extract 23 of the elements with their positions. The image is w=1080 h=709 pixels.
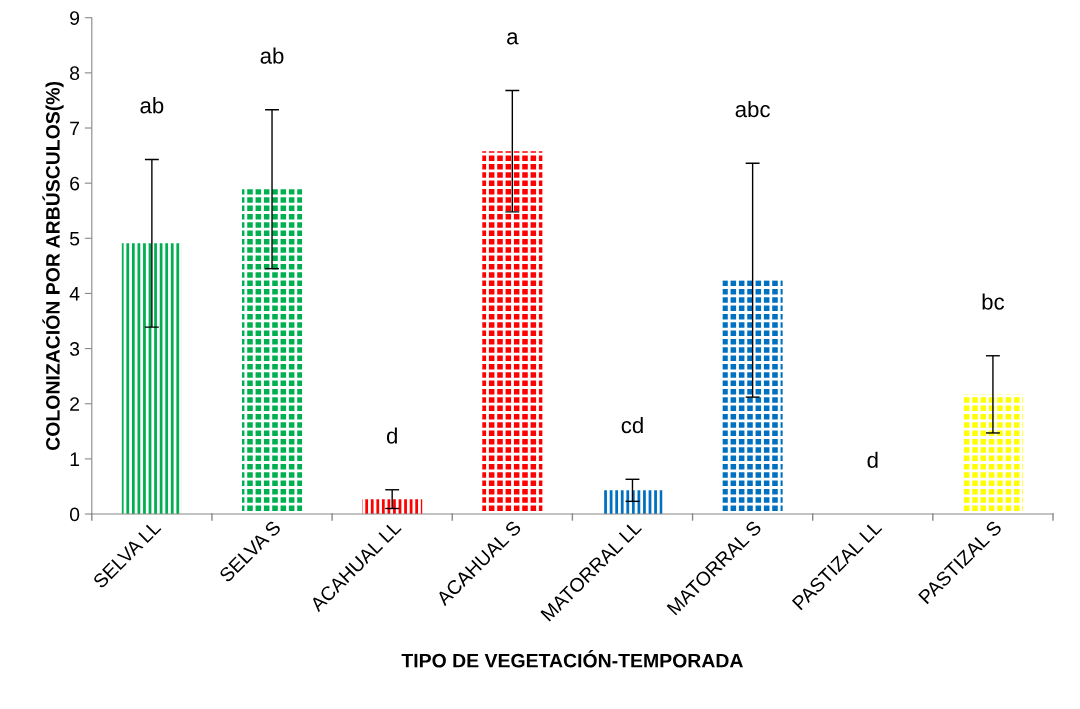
y-tick-label: 8 bbox=[70, 66, 80, 81]
y-tick-label: 3 bbox=[69, 342, 80, 356]
bar bbox=[602, 490, 663, 515]
y-tick-label: 6 bbox=[70, 176, 80, 191]
annotation: bc bbox=[982, 293, 1005, 310]
y-tick-label: 1 bbox=[70, 452, 80, 466]
bar bbox=[121, 243, 182, 515]
annotation: abc bbox=[735, 100, 770, 118]
y-tick-label: 5 bbox=[69, 231, 80, 246]
annotation: ab bbox=[260, 47, 284, 64]
bar bbox=[362, 499, 423, 515]
annotation: d bbox=[867, 451, 878, 468]
y-tick-label: 0 bbox=[69, 507, 80, 522]
annotation: d bbox=[386, 427, 397, 444]
y-tick-label: 4 bbox=[69, 287, 80, 301]
y-tick-label: 9 bbox=[70, 11, 80, 25]
y-tick-label: 7 bbox=[70, 121, 80, 136]
x-axis-title: TIPO DE VEGETACIÓN-TEMPORADA bbox=[401, 650, 743, 668]
annotation: a bbox=[507, 32, 519, 45]
annotation: ab bbox=[140, 97, 164, 114]
y-tick-label: 2 bbox=[70, 397, 80, 411]
y-axis-title: COLONIZACIÓN POR ARBÚSCULOS(%) bbox=[42, 81, 64, 450]
annotation: cd bbox=[621, 416, 643, 434]
